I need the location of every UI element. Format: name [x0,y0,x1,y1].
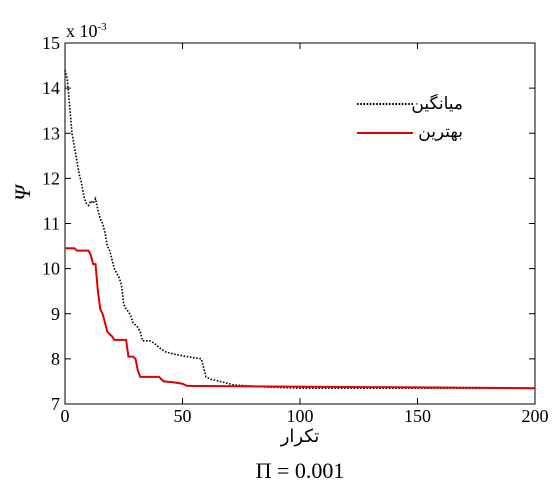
legend-label-mean: میانگین [411,93,463,114]
series-layer [64,69,536,390]
y-tick-label: 11 [43,214,60,234]
ticks-layer: 0 50 100 150 200 7 8 9 10 11 12 13 14 15 [42,33,549,426]
x-tick-label: 0 [61,406,70,426]
x-tick-label: 100 [287,406,314,426]
x-tick-label: 50 [174,406,192,426]
y-tick-label: 15 [42,33,60,53]
y-axis-label: Ψ [10,183,35,201]
x-tick-label: 150 [404,406,431,426]
x-tick-label: 200 [522,406,549,426]
y-tick-label: 8 [51,349,60,369]
x-axis-label: تکرار [280,426,320,447]
y-tick-label: 13 [42,123,60,143]
y-multiplier-exponent: -3 [98,21,108,33]
y-tick-label: 10 [42,259,60,279]
y-multiplier: x 10-3 [66,21,107,41]
legend-label-best: بهترین [418,122,463,142]
plot-area [64,42,536,405]
y-tick-label: 14 [42,78,60,98]
y-tick-label: 12 [42,168,60,188]
y-tick-label: 9 [51,304,60,324]
caption: Π = 0.001 [256,458,345,483]
y-tick-label: 7 [51,394,60,414]
series-line-best [65,247,536,390]
legend: میانگین بهترین [357,93,463,142]
